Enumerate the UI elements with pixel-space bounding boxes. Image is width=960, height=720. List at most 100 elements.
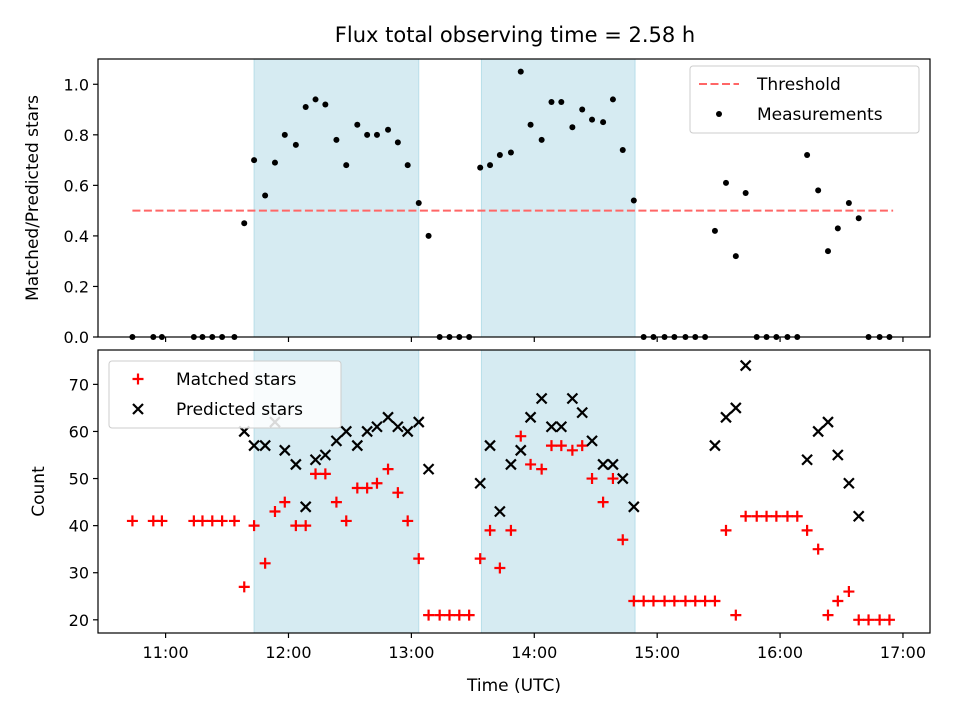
data-point [196,515,208,527]
data-point [373,131,380,138]
legend-label: Matched stars [176,370,296,390]
data-point [333,136,340,143]
data-point [262,192,269,199]
data-point [364,131,371,138]
data-point [628,595,640,607]
data-point [569,124,576,131]
x-tick-label: 11:00 [143,643,189,662]
data-point [720,411,732,424]
data-point [791,510,803,522]
data-point [494,505,506,518]
data-point [322,101,329,108]
data-point [515,430,527,442]
data-point [742,189,749,196]
y-tick-label: 40 [69,517,89,536]
data-point [647,595,659,607]
data-point [401,425,414,438]
legend-box [689,65,920,134]
data-point [443,609,455,621]
data-point [524,411,537,424]
data-point [216,515,228,527]
data-point [538,136,545,143]
data-point [425,232,432,239]
data-point [535,392,548,405]
data-point [566,444,578,456]
data-point [248,520,260,532]
data-point [484,439,496,452]
data-point [597,458,609,471]
x-tick-label: 12:00 [265,643,311,662]
data-point [279,444,291,457]
data-point [545,440,557,452]
y-tick-label: 0.6 [64,176,89,195]
data-point [576,406,588,419]
data-point [434,609,446,621]
data-point [402,515,414,527]
data-point [269,506,281,518]
series-predicted-stars [238,359,865,522]
top-y-axis-label: Matched/Predicted stars [23,95,43,301]
data-point [616,472,629,485]
data-point [310,468,322,480]
y-tick-label: 60 [69,422,89,441]
data-point [720,524,732,536]
y-tick-label: 0.4 [64,227,89,246]
data-point [740,510,752,522]
data-point [597,496,609,508]
data-point [589,116,596,123]
data-point [382,411,394,424]
observing-window-1 [480,349,636,634]
data-point [496,152,503,159]
data-point [812,543,824,555]
data-point [487,162,494,169]
data-point [638,595,650,607]
data-point [832,449,844,461]
data-point [730,402,742,414]
data-point [423,609,435,621]
data-point [586,473,598,485]
data-point [600,119,607,126]
data-point [834,225,841,232]
bottom-legend: Matched stars Predicted stars [108,360,342,429]
data-point [761,510,773,522]
data-point [822,416,834,428]
data-point [668,595,680,607]
data-point [824,248,831,255]
data-point [279,496,291,508]
data-point [312,96,319,103]
data-point [853,614,865,626]
data-point [709,595,721,607]
data-point [474,477,486,490]
data-point [351,439,364,452]
data-point [579,106,586,113]
y-tick-label: 0.2 [64,277,89,296]
data-point [709,439,721,452]
data-point [822,609,834,621]
data-point [340,515,352,527]
y-tick-label: 1.0 [64,75,89,94]
data-point [382,463,394,475]
observing-window-0 [253,58,420,338]
data-point [319,449,332,461]
data-point [413,553,425,565]
data-point [711,227,718,234]
data-point [494,562,506,574]
data-point [812,425,824,438]
data-point [206,515,218,527]
legend-label: Predicted stars [176,400,303,420]
legend-marker [132,373,144,385]
data-point [415,200,422,207]
data-point [607,458,619,471]
data-point [843,586,855,598]
data-point [351,482,363,494]
data-point [392,420,404,433]
data-point [555,420,568,433]
data-point [505,458,517,471]
data-point [548,98,555,105]
data-point [251,157,258,164]
data-point [617,534,629,546]
data-point [248,439,260,452]
data-point [630,197,637,204]
data-point [852,510,865,522]
